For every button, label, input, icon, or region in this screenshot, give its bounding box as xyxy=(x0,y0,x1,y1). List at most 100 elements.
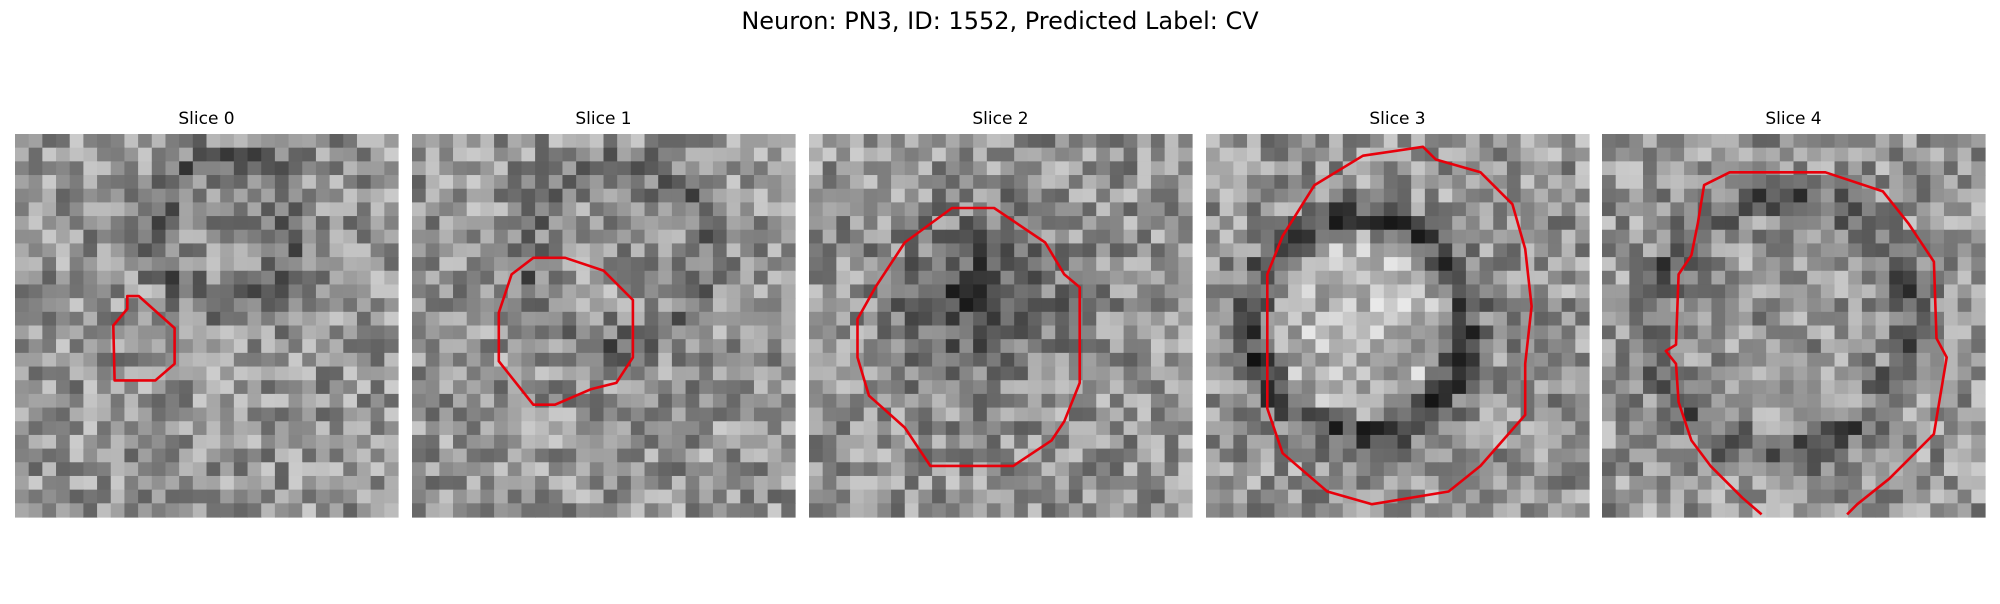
pixel xyxy=(1096,352,1111,368)
pixel xyxy=(1834,352,1849,368)
pixel xyxy=(220,161,235,176)
pixel xyxy=(562,489,577,504)
pixel xyxy=(1779,380,1795,395)
pixel xyxy=(1233,393,1248,409)
pixel xyxy=(124,352,139,368)
pixel xyxy=(1875,270,1890,286)
pixel xyxy=(233,462,249,477)
pixel xyxy=(767,229,782,245)
pixel xyxy=(110,421,126,436)
pixel xyxy=(69,503,84,518)
pixel xyxy=(1438,147,1453,162)
pixel xyxy=(1820,434,1836,450)
pixel xyxy=(1930,161,1945,176)
pixel xyxy=(1068,475,1084,491)
pixel xyxy=(1875,393,1890,409)
pixel xyxy=(83,475,98,491)
pixel xyxy=(1397,380,1412,395)
pixel xyxy=(1629,339,1644,354)
pixel xyxy=(863,434,878,450)
pixel xyxy=(959,161,974,176)
pixel xyxy=(1383,270,1399,286)
pixel xyxy=(165,339,180,354)
panel xyxy=(1602,134,1986,518)
pixel xyxy=(124,339,139,354)
pixel xyxy=(1697,284,1713,299)
pixel xyxy=(1082,284,1097,299)
pixel xyxy=(1137,503,1152,518)
pixel xyxy=(1288,229,1303,245)
pixel xyxy=(179,448,194,463)
image xyxy=(412,134,796,518)
pixel xyxy=(453,257,468,272)
pixel xyxy=(329,475,344,491)
pixel xyxy=(1725,147,1740,162)
pixel xyxy=(1561,134,1576,149)
pixel xyxy=(535,475,550,491)
pixel xyxy=(535,161,550,176)
pixel xyxy=(1656,311,1671,327)
pixel xyxy=(466,462,481,477)
pixel xyxy=(1656,202,1671,217)
pixel xyxy=(822,311,837,327)
pixel xyxy=(1123,339,1138,354)
pixel xyxy=(1424,270,1440,286)
pixel xyxy=(644,448,659,463)
pixel xyxy=(1411,339,1426,354)
pixel xyxy=(1150,489,1166,504)
pixel xyxy=(1943,475,1959,491)
pixel xyxy=(1875,407,1890,422)
pixel xyxy=(740,257,755,272)
pixel xyxy=(644,161,659,176)
pixel xyxy=(809,311,824,327)
pixel xyxy=(97,147,112,162)
pixel xyxy=(329,448,344,463)
pixel xyxy=(165,393,180,409)
pixel xyxy=(1027,421,1043,436)
pixel xyxy=(1315,380,1330,395)
pixel xyxy=(1766,175,1781,190)
pixel xyxy=(1068,434,1084,450)
pixel xyxy=(247,380,262,395)
pixel xyxy=(1902,175,1918,190)
pixel xyxy=(179,134,194,149)
pixel xyxy=(726,175,741,190)
pixel xyxy=(809,448,824,463)
pixel xyxy=(1000,257,1015,272)
pixel xyxy=(658,216,673,231)
pixel xyxy=(1779,270,1795,286)
pixel xyxy=(1109,284,1125,299)
pixel xyxy=(781,188,796,203)
pixel xyxy=(1233,380,1248,395)
pixel xyxy=(1479,134,1494,149)
pixel xyxy=(261,352,276,368)
pixel xyxy=(753,216,769,231)
pixel xyxy=(548,161,564,176)
pixel xyxy=(562,147,577,162)
pixel xyxy=(1902,298,1918,313)
pixel xyxy=(1520,243,1535,258)
pixel xyxy=(1861,270,1877,286)
pixel xyxy=(247,325,262,340)
pixel xyxy=(124,380,139,395)
pixel xyxy=(83,393,98,409)
pixel xyxy=(822,448,837,463)
pixel xyxy=(562,475,577,491)
pixel xyxy=(261,462,276,477)
pixel xyxy=(1875,202,1890,217)
pixel xyxy=(425,366,440,381)
pixel xyxy=(1793,202,1808,217)
pixel xyxy=(617,202,632,217)
pixel xyxy=(1902,352,1918,368)
pixel xyxy=(932,434,947,450)
pixel xyxy=(1329,325,1344,340)
pixel xyxy=(247,475,262,491)
pixel xyxy=(412,352,427,368)
pixel xyxy=(1697,407,1713,422)
pixel xyxy=(1137,175,1152,190)
pixel xyxy=(1342,407,1358,422)
pixel xyxy=(1506,407,1522,422)
pixel xyxy=(494,475,509,491)
pixel xyxy=(1902,393,1918,409)
pixel xyxy=(1206,188,1221,203)
